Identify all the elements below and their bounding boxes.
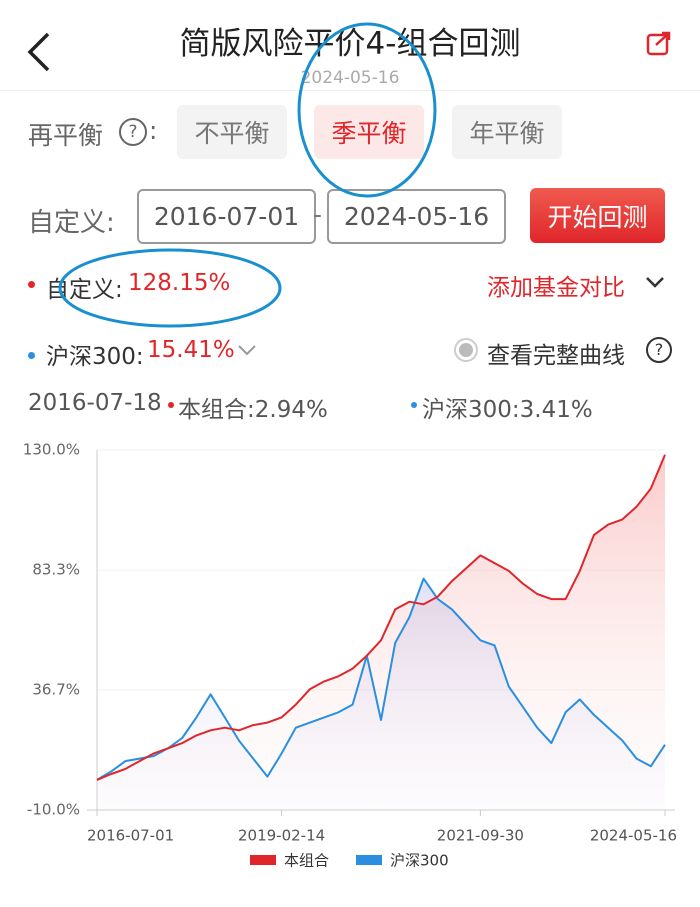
- x-tick-label: 2016-07-01: [87, 827, 174, 845]
- y-tick-label: 36.7%: [32, 680, 80, 698]
- series-line: [96, 577, 666, 781]
- option-button[interactable]: 年平衡: [452, 105, 562, 159]
- x-tick-label: 2021-09-30: [437, 827, 524, 845]
- add-compare[interactable]: 添加基金对比: [487, 275, 625, 301]
- help-icon[interactable]: ?: [646, 337, 672, 363]
- rebalance-label: 再平衡: [28, 121, 104, 150]
- red-dot: [28, 281, 35, 288]
- legend-swatch: [356, 855, 382, 865]
- series-line: [96, 454, 666, 781]
- point-date: 2016-07-18: [28, 390, 162, 416]
- index-label: 沪深300:: [46, 344, 144, 370]
- radio-icon[interactable]: [453, 337, 479, 363]
- x-tick-label: 2019-02-14: [238, 827, 325, 845]
- x-tick-label: 2024-05-16: [590, 827, 677, 845]
- start-backtest-button[interactable]: 开始回测: [530, 188, 665, 243]
- start-date-input[interactable]: 2016-07-01: [137, 189, 316, 244]
- index-return: 15.41%: [147, 337, 235, 363]
- page-title: 简版风险平价4-组合回测: [179, 26, 521, 62]
- blue-dot: [411, 402, 417, 408]
- option-button[interactable]: 不平衡: [177, 105, 287, 159]
- legend-label: 本组合: [284, 852, 329, 870]
- portfolio-return: 128.15%: [128, 270, 231, 296]
- y-tick-label: 83.3%: [32, 561, 80, 579]
- page-date: 2024-05-16: [300, 68, 400, 88]
- option-button-selected[interactable]: 季平衡: [314, 105, 424, 159]
- point-portfolio: 本组合:2.94%: [178, 397, 328, 423]
- end-date-input[interactable]: 2024-05-16: [327, 189, 506, 244]
- help-icon[interactable]: ?: [119, 118, 147, 146]
- rebalance-colon: :: [149, 116, 158, 145]
- portfolio-label: 自定义:: [46, 277, 123, 303]
- y-tick-label: 130.0%: [23, 441, 80, 459]
- blue-dot: [28, 352, 35, 359]
- series-area: [97, 578, 665, 810]
- red-dot: [168, 402, 174, 408]
- legend-swatch: [250, 855, 276, 865]
- legend-label: 沪深300: [390, 852, 449, 870]
- dropdown-icon[interactable]: [644, 274, 666, 290]
- range-separator: -: [313, 200, 323, 229]
- share-icon[interactable]: [646, 30, 672, 56]
- point-index: 沪深300:3.41%: [422, 397, 593, 423]
- custom-label: 自定义:: [28, 208, 115, 238]
- full-curve[interactable]: 查看完整曲线: [487, 343, 625, 369]
- chart: -10.0% 36.7% 83.3% 130.0% 2016-07-01 2019-02-…: [23, 441, 677, 870]
- y-tick-label: -10.0%: [27, 801, 80, 819]
- divider: [0, 90, 700, 91]
- dropdown-icon[interactable]: [236, 342, 258, 358]
- back-icon[interactable]: [24, 30, 54, 74]
